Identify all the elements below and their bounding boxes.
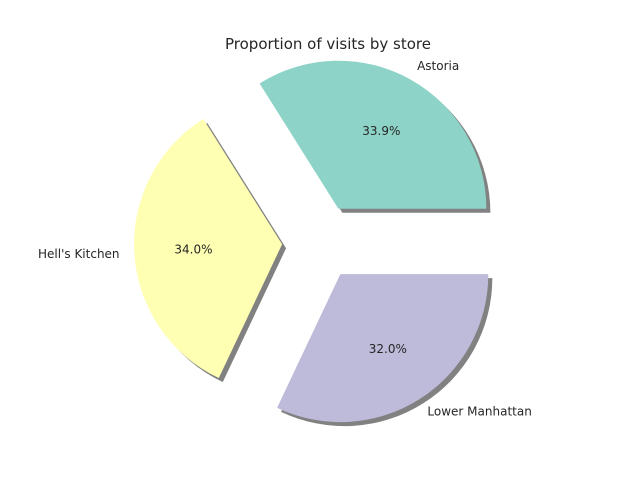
percent-label-lower-manhattan: 32.0% bbox=[369, 342, 407, 356]
category-label-hell-s-kitchen: Hell's Kitchen bbox=[38, 247, 120, 261]
chart-title: Proportion of visits by store bbox=[225, 35, 431, 53]
slice-astoria bbox=[259, 60, 487, 209]
slice-lower-manhattan bbox=[277, 274, 489, 423]
slice-hell-s-kitchen bbox=[134, 118, 283, 379]
percent-label-hell-s-kitchen: 34.0% bbox=[174, 243, 212, 257]
percent-label-astoria: 33.9% bbox=[362, 124, 400, 138]
category-label-astoria: Astoria bbox=[417, 59, 459, 73]
pie-slices bbox=[134, 60, 489, 423]
pie-labels: Astoria 33.9% Hell's Kitchen 34.0% Lower Man… bbox=[38, 59, 532, 418]
category-label-lower-manhattan: Lower Manhattan bbox=[427, 405, 531, 419]
